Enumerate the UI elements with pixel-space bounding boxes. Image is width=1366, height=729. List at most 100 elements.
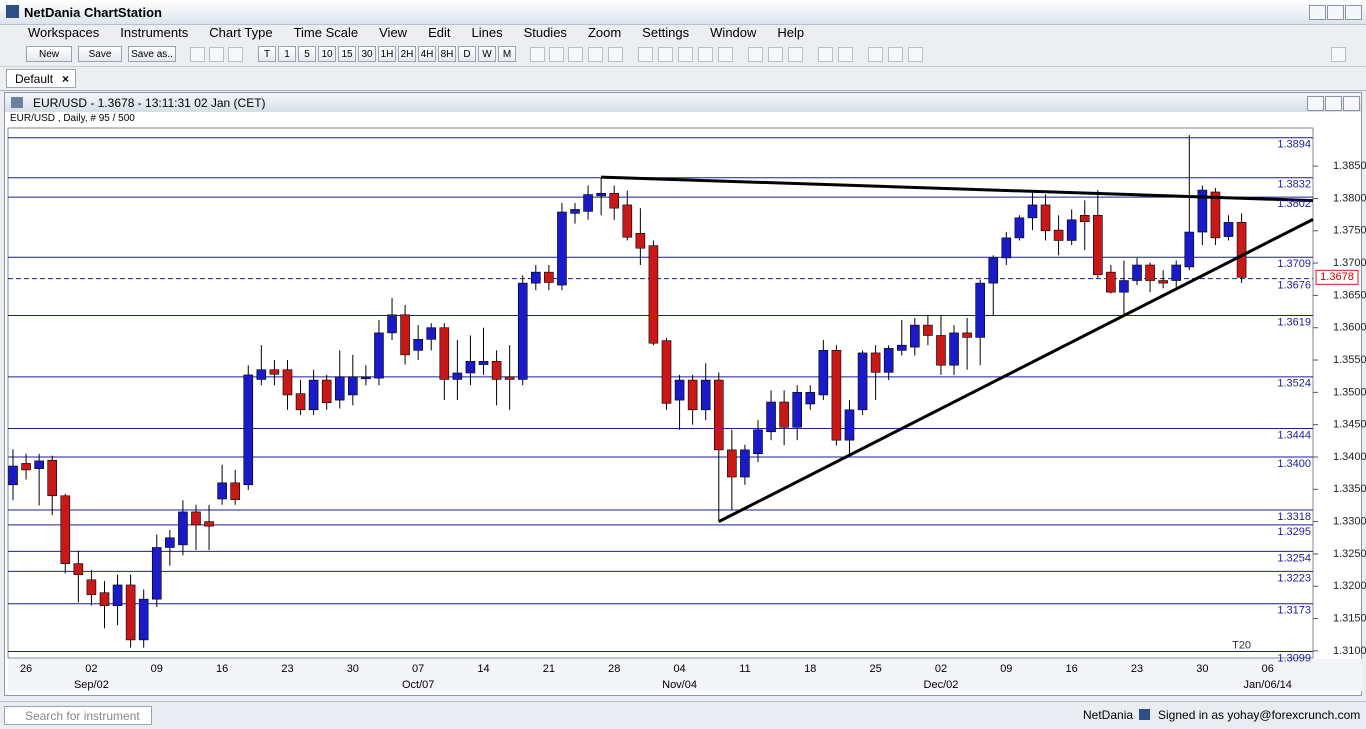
chart-subtitle: EUR/USD , Daily, # 95 / 500 [10, 113, 135, 124]
time-scale-button[interactable]: 4H [418, 46, 436, 62]
candle-body [413, 339, 423, 351]
level-label: 1.3832 [1277, 179, 1311, 191]
candle-body [530, 271, 541, 284]
time-scale-button[interactable]: T [258, 46, 276, 62]
candle-body [1236, 222, 1247, 278]
candle-body [1119, 280, 1129, 293]
close-button[interactable] [1343, 96, 1360, 111]
line-tool-icon[interactable] [698, 47, 713, 62]
x-tick-label: 09 [151, 663, 163, 675]
time-scale-button[interactable]: 8H [438, 46, 456, 62]
time-scale-button[interactable]: 10 [318, 46, 336, 62]
menu-item[interactable]: Chart Type [209, 25, 273, 40]
zoom-icon[interactable] [888, 47, 903, 62]
search-box[interactable]: Search for instrument [4, 706, 152, 725]
menu-item[interactable]: Window [710, 25, 757, 40]
x-tick-label: 04 [673, 663, 685, 675]
level-label: 1.3676 [1277, 280, 1311, 292]
toolbar-button[interactable]: Save [78, 46, 122, 62]
zoom-icon[interactable] [908, 47, 923, 62]
x-sublabel: Nov/04 [662, 679, 697, 691]
draw-icon[interactable] [748, 47, 763, 62]
menu-item[interactable]: Settings [642, 25, 690, 40]
tool-icon[interactable] [608, 47, 623, 62]
menu-item[interactable]: Edit [428, 25, 451, 40]
time-scale-button[interactable]: D [458, 46, 476, 62]
candle-body [204, 521, 214, 527]
candle-body [1066, 219, 1077, 241]
candle-body [282, 369, 293, 396]
minimize-button[interactable] [1307, 96, 1324, 111]
x-tick-label: 25 [869, 663, 881, 675]
maximize-button[interactable] [1325, 96, 1342, 111]
chart-type-icon[interactable] [190, 47, 205, 62]
preview-icon[interactable] [838, 47, 853, 62]
draw-icon[interactable] [788, 47, 803, 62]
toolbar-button[interactable]: Save as.. [128, 46, 176, 62]
status-bar: Search for instrument NetDania Signed in… [0, 701, 1366, 729]
tab-row: Default × [0, 67, 1366, 91]
menu-item[interactable]: Workspaces [28, 25, 100, 40]
line-tool-icon[interactable] [638, 47, 653, 62]
x-tick-label: 07 [412, 663, 424, 675]
candle-body [1184, 231, 1195, 268]
tab-close[interactable]: × [61, 72, 69, 86]
time-scale-button[interactable]: 2H [398, 46, 416, 62]
candle-body [596, 192, 606, 197]
time-scale-button[interactable]: 15 [338, 46, 356, 62]
toolbar-button[interactable]: New [26, 46, 72, 62]
line-tool-icon[interactable] [718, 47, 733, 62]
candle-body [86, 579, 97, 595]
candle-body [504, 376, 515, 380]
candle-body [256, 369, 267, 380]
minimize-button[interactable] [1309, 5, 1326, 20]
candle-body [361, 376, 371, 380]
candle-body [8, 465, 18, 486]
y-tick-label: 1.3700 [1333, 257, 1366, 269]
candle-body [34, 460, 44, 469]
candle-body [1001, 237, 1012, 259]
menu-item[interactable]: Lines [471, 25, 503, 40]
candle-body [1040, 204, 1051, 232]
candle-body [936, 335, 946, 366]
close-button[interactable] [1345, 5, 1362, 20]
chart-type-icon[interactable] [228, 47, 243, 62]
chart-type-icon[interactable] [209, 47, 224, 62]
tool-icon[interactable] [588, 47, 603, 62]
zoom-icon[interactable] [868, 47, 883, 62]
x-axis-area [8, 659, 1362, 691]
tab-label[interactable]: Default [15, 72, 54, 86]
line-tool-icon[interactable] [678, 47, 693, 62]
trendline [718, 218, 1314, 523]
print-icon[interactable] [818, 47, 833, 62]
tool-icon[interactable] [549, 47, 564, 62]
time-scale-button[interactable]: 1 [278, 46, 296, 62]
candle-body [622, 204, 633, 238]
menu-item[interactable]: Zoom [587, 25, 622, 40]
candle-body [844, 409, 855, 441]
menu-item[interactable]: Help [777, 25, 805, 40]
candle-body [400, 314, 410, 356]
time-scale-button[interactable]: M [498, 46, 516, 62]
tool-icon[interactable] [568, 47, 583, 62]
tab[interactable]: Default × [6, 69, 76, 88]
time-scale-button[interactable]: 1H [378, 46, 396, 62]
candle-body [988, 257, 999, 284]
candle-body [962, 332, 972, 338]
y-tick-label: 1.3650 [1333, 289, 1366, 301]
tool-icon[interactable] [530, 47, 545, 62]
maximize-button[interactable] [1327, 5, 1344, 20]
menu-item[interactable]: View [379, 25, 408, 40]
level-label: 1.3444 [1277, 429, 1311, 441]
candle-body [975, 282, 985, 338]
time-scale-button[interactable]: W [478, 46, 496, 62]
delete-icon[interactable] [768, 47, 783, 62]
panel-icon[interactable] [1331, 47, 1346, 62]
time-scale-button[interactable]: 5 [298, 46, 316, 62]
menu-item[interactable]: Time Scale [293, 25, 359, 40]
line-tool-icon[interactable] [658, 47, 673, 62]
x-tick-label: 23 [281, 663, 293, 675]
menu-item[interactable]: Studies [523, 25, 567, 40]
menu-item[interactable]: Instruments [120, 25, 189, 40]
time-scale-button[interactable]: 30 [358, 46, 376, 62]
